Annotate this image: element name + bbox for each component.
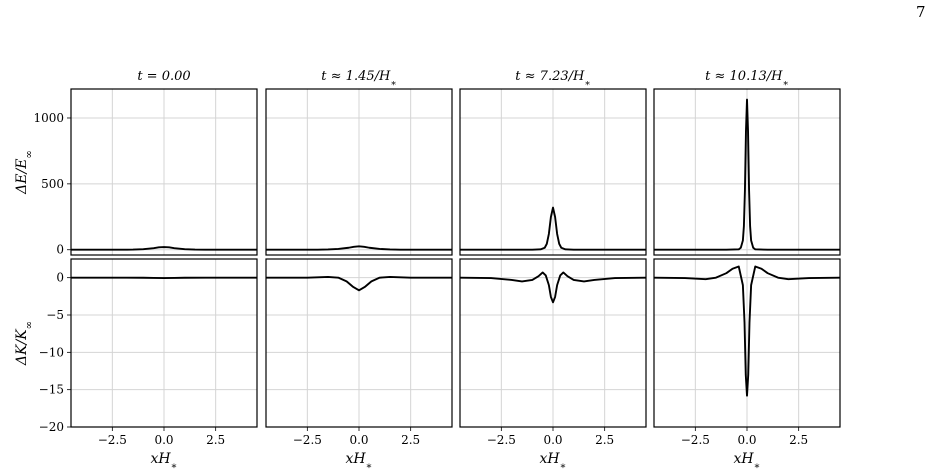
series-line (266, 245, 452, 251)
x-tick-label: −2.5 (293, 433, 322, 447)
y-tick-label: 0 (56, 243, 64, 257)
x-tick-label: 0.0 (154, 433, 173, 447)
y-axis-label: ΔK/K∞ (14, 321, 35, 366)
panel-frame (70, 88, 258, 256)
x-tick-label: 2.5 (206, 433, 225, 447)
x-tick-label: −2.5 (487, 433, 516, 447)
panel-row1-col2: −2.5 0.0 2.5 (459, 258, 647, 447)
series-line (459, 271, 647, 304)
y-tick-label: −10 (39, 345, 64, 359)
series-line (654, 98, 840, 251)
x-tick-label: 2.5 (789, 433, 808, 447)
x-tick-label: 2.5 (595, 433, 614, 447)
panel-title: t ≈ 10.13/H∗ (705, 69, 789, 89)
x-tick-label: 0.0 (543, 433, 562, 447)
y-tick-label: −5 (46, 308, 64, 322)
y-tick-label: −20 (39, 420, 64, 434)
panel-row0-col2 (459, 88, 647, 256)
page-number: 7 (916, 3, 926, 21)
panel-frame (459, 88, 647, 256)
panel-row1-col1: −2.5 0.0 2.5 (265, 258, 453, 447)
x-axis-label: xH∗ (540, 451, 567, 472)
y-tick-label: 500 (41, 177, 64, 191)
panel-row0-col1 (265, 88, 453, 256)
series-line (71, 246, 257, 251)
x-tick-label: −2.5 (681, 433, 710, 447)
series-line (653, 265, 841, 397)
x-axis-label: xH∗ (346, 451, 373, 472)
series-line (266, 275, 452, 292)
panel-row0-col0 (70, 88, 258, 256)
x-tick-label: 2.5 (401, 433, 420, 447)
panel-frame (265, 88, 453, 256)
x-axis-label: xH∗ (734, 451, 761, 472)
y-tick-label: 0 (56, 271, 64, 285)
x-tick-label: 0.0 (349, 433, 368, 447)
panel-row0-col3 (653, 88, 841, 256)
panel-row1-col3: −2.5 0.0 2.5 (653, 258, 841, 447)
x-axis-label: xH∗ (151, 451, 178, 472)
y-tick-label: −15 (39, 383, 64, 397)
panel-title: t ≈ 1.45/H∗ (321, 69, 396, 89)
y-axis-label: ΔE/E∞ (14, 150, 35, 195)
panel-row1-col0: −2.5 0.0 2.5 (70, 258, 258, 447)
x-tick-label: 0.0 (737, 433, 756, 447)
panel-title: t ≈ 7.23/H∗ (515, 69, 590, 89)
panel-frame (653, 88, 841, 256)
panel-title: t = 0.00 (137, 69, 190, 84)
series-line (460, 206, 646, 251)
y-tick-label: 1000 (33, 111, 64, 125)
x-tick-label: −2.5 (98, 433, 127, 447)
